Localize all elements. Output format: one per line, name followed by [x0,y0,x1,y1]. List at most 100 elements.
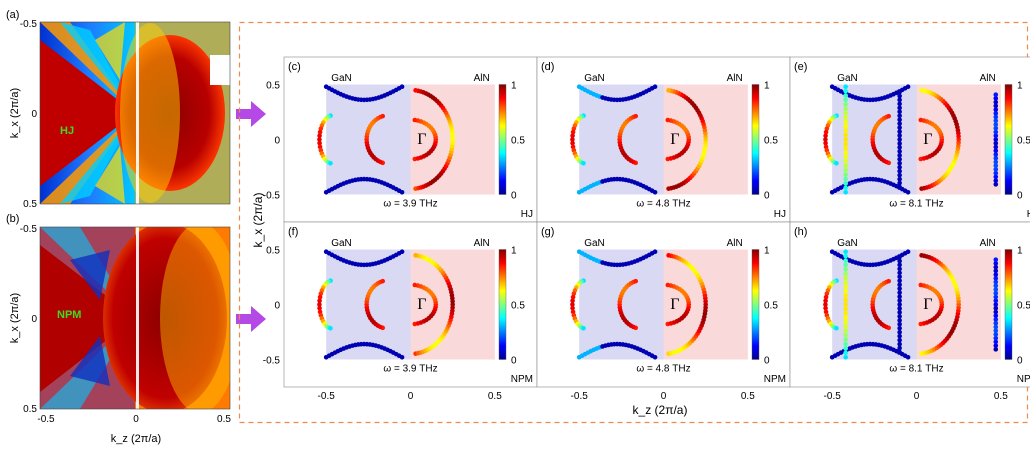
omega-label: ω = 3.9 THz [383,199,437,210]
panel-b-ytick-mid: 0 [31,314,37,325]
gamma-label: Γ [923,296,932,313]
panel-a-label: (a) [6,9,19,21]
band-point [843,267,848,272]
panel-label: (d) [541,61,554,73]
band-point [413,88,418,93]
band-point [993,148,999,154]
band-point [897,322,902,327]
band-point [317,309,323,315]
band-point [897,337,902,343]
band-point [993,272,999,277]
band-point [318,291,324,296]
band-point [993,107,999,112]
colorbar-tick: 0.5 [1017,136,1030,147]
band-point [993,347,999,352]
band-point [897,113,902,119]
colorbar-tick: 0.5 [511,136,525,147]
panel-a-heatmap [40,22,230,204]
panel-label: (e) [794,61,807,73]
gamma-label: Γ [670,131,679,148]
gamma-label: Γ [417,296,426,313]
band-point [843,84,848,89]
band-point [399,189,405,195]
band-point [897,172,902,178]
band-point [993,328,999,333]
aln-label: AlN [727,73,743,84]
band-point [993,118,999,124]
band-point [823,129,829,135]
x-tick-label: 0 [408,391,414,402]
gan-label: GaN [584,73,605,84]
panel-b: (b) NPM -0.5 0 0.5 k_x (2π/a) [6,213,231,415]
band-point [886,278,892,284]
band-point [843,328,848,334]
band-point [897,125,902,130]
band-point [843,172,848,177]
aln-label: AlN [474,238,490,249]
band-point [570,294,576,300]
band-point [823,305,828,311]
band-point [993,122,999,127]
band-point [993,178,999,183]
panel-label: (f) [288,226,298,238]
band-point [317,144,323,150]
band-point [993,125,999,131]
band-point [843,289,848,294]
band-point [843,346,848,351]
arrow-top [236,101,266,127]
band-point [843,176,848,182]
mode-label: NPM [764,374,786,385]
x-tick-label: 0 [661,391,667,402]
gan-label: GaN [837,238,858,249]
band-point [897,176,902,182]
x-tick-label: 0.5 [488,391,502,402]
band-point [843,337,848,343]
band-point [897,349,902,355]
band-point [993,99,999,105]
band-point [897,318,902,323]
band-point [843,110,848,116]
band-point [581,325,586,331]
band-point [317,302,322,307]
band-point [897,258,902,264]
band-point [918,282,924,288]
band-point [570,129,576,135]
band-point [993,320,999,326]
gan-label: GaN [584,238,605,249]
omega-label: ω = 3.9 THz [383,364,437,375]
band-point [897,153,902,158]
panel-a-ytick-bot: 0.5 [23,199,37,210]
y-tick-label: 0 [274,136,280,147]
panel-b-ytick-top: -0.5 [20,224,38,235]
band-point [993,287,999,292]
band-point [652,84,658,90]
band-point [823,137,828,142]
band-point [380,113,386,119]
band-point [993,305,999,311]
panel-b-name: NPM [57,309,81,321]
band-point [897,298,902,303]
band-point [843,181,848,186]
band-point [897,282,902,288]
band-point [843,350,848,356]
band-point [993,152,999,157]
band-point [897,164,902,170]
band-point [897,149,902,154]
x-tick-label: 0.5 [741,391,755,402]
right-ylabel: k_x (2π/a) [251,193,265,248]
band-point [843,93,848,98]
band-point [328,325,333,331]
band-point [412,117,418,123]
band-point [993,313,999,319]
band-point [823,309,829,315]
band-point [897,341,902,347]
band-point [993,182,999,187]
band-point [993,332,999,337]
left-xtick-2: 0 [133,414,139,425]
band-point [993,114,999,120]
panel-d: (d) GaN AlN ω = 4.8 THz HJ Γ 1 0.5 0 [536,56,791,223]
band-point [843,324,848,329]
band-panels: (c) GaN AlN ω = 3.9 THz HJ Γ 0.5 0 -0.5 1 0.5 0 (d) G… [263,56,1030,402]
band-point [843,275,848,281]
band-point [317,140,322,146]
